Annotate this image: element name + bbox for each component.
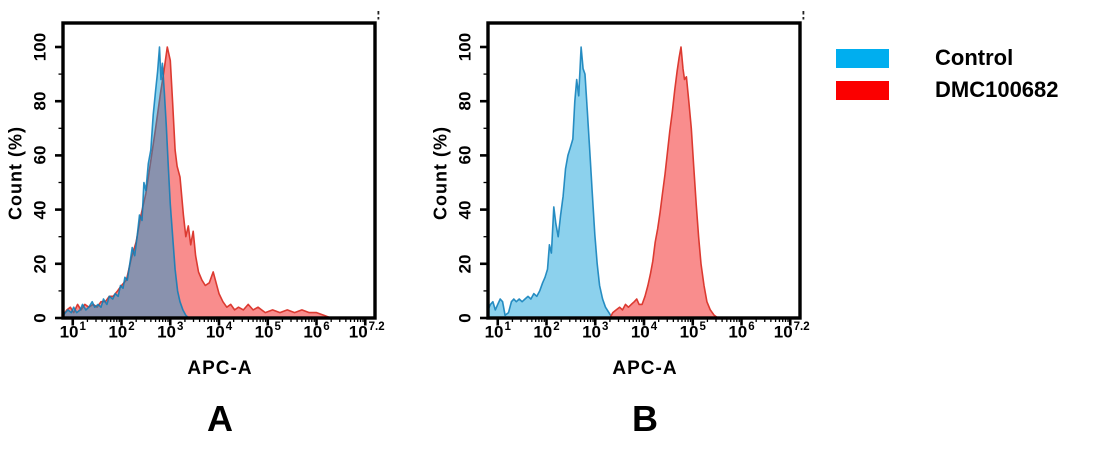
x-axis-title-b: APC-A <box>612 358 678 379</box>
y-tick-label-40: 40 <box>455 200 475 220</box>
x-tick-label-1: 101 <box>484 321 511 342</box>
x-tick-label-6: 106 <box>303 321 330 342</box>
y-tick-label-80: 80 <box>455 91 475 111</box>
corner-mark <box>377 17 380 20</box>
x-axis-title-a: APC-A <box>187 358 253 379</box>
legend-label-dmc100682: DMC100682 <box>935 77 1059 102</box>
y-axis-title-a: Count (%) <box>5 126 26 220</box>
x-tick-label-5: 105 <box>679 321 706 342</box>
plot-area-a <box>55 11 380 326</box>
corner-mark <box>377 11 380 15</box>
plot-frame <box>486 21 802 320</box>
plot-frame <box>61 21 377 320</box>
plot-area-b <box>480 11 805 326</box>
y-axis-title-b: Count (%) <box>430 126 451 220</box>
y-tick-label-0: 0 <box>455 313 475 323</box>
y-tick-label-40: 40 <box>30 200 50 220</box>
y-tick-label-0: 0 <box>30 313 50 323</box>
x-tick-label-7.2: 107.2 <box>348 321 385 342</box>
x-tick-label-3: 103 <box>157 321 184 342</box>
legend-swatch-dmc100682 <box>836 80 889 100</box>
x-tick-label-6: 106 <box>728 321 755 342</box>
corner-mark <box>802 11 805 15</box>
corner-mark <box>802 17 805 20</box>
x-tick-label-7.2: 107.2 <box>773 321 810 342</box>
x-tick-label-4: 104 <box>205 321 233 342</box>
panel-letter-b: B <box>632 398 658 439</box>
control-curve <box>63 46 190 318</box>
y-tick-label-20: 20 <box>30 254 50 274</box>
axis-ticks <box>480 45 792 326</box>
dmc100682-curve <box>609 46 719 318</box>
legend-swatch-control <box>836 48 889 68</box>
legend-item-dmc100682: DMC100682 <box>836 77 1059 102</box>
x-tick-label-2: 102 <box>533 321 560 342</box>
histogram-chart-a <box>55 11 380 326</box>
y-tick-label-100: 100 <box>455 32 475 62</box>
control-curve <box>488 46 614 318</box>
legend-item-control: Control <box>836 45 1059 70</box>
x-tick-label-2: 102 <box>108 321 135 342</box>
x-tick-label-4: 104 <box>630 321 658 342</box>
x-tick-label-5: 105 <box>254 321 281 342</box>
y-tick-label-80: 80 <box>30 91 50 111</box>
series-group <box>63 46 332 318</box>
y-tick-label-60: 60 <box>455 145 475 165</box>
panel-letter-a: A <box>207 398 233 439</box>
x-tick-label-1: 101 <box>59 321 86 342</box>
y-tick-label-60: 60 <box>30 145 50 165</box>
y-tick-label-20: 20 <box>455 254 475 274</box>
dmc100682-curve <box>63 46 332 318</box>
legend: Control DMC100682 <box>836 45 1059 112</box>
series-group <box>488 46 719 318</box>
legend-label-control: Control <box>935 45 1014 70</box>
y-tick-label-100: 100 <box>30 32 50 62</box>
x-tick-label-3: 103 <box>582 321 609 342</box>
histogram-chart-b <box>480 11 805 326</box>
